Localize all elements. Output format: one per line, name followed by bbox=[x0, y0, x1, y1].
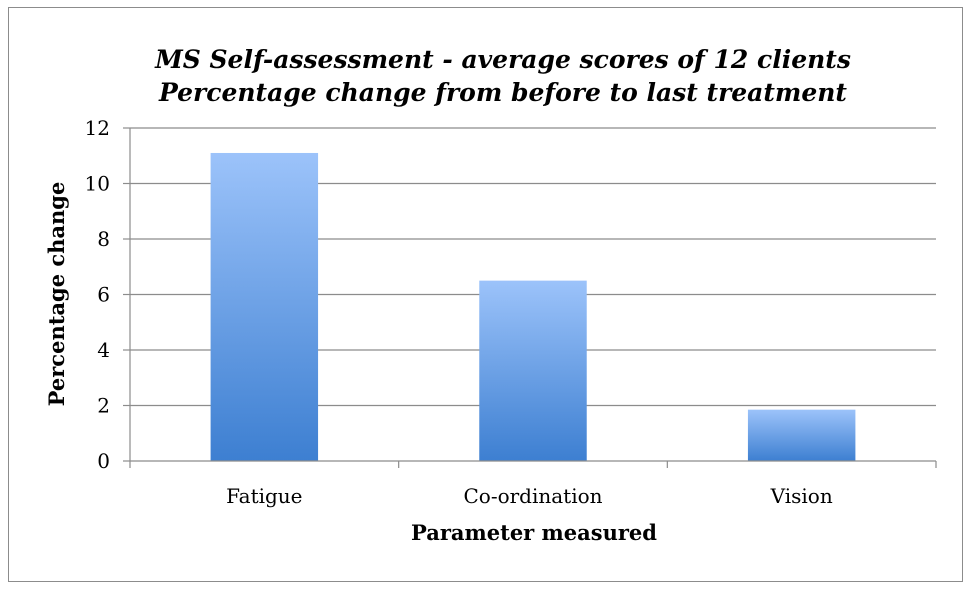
axes bbox=[123, 127, 937, 468]
chart-subtitle: Percentage change from before to last tr… bbox=[158, 78, 847, 107]
x-axis-title: Parameter measured bbox=[411, 520, 657, 545]
x-tick-label: Fatigue bbox=[226, 484, 302, 508]
y-tick-label: 6 bbox=[97, 283, 110, 307]
x-tick-label: Co-ordination bbox=[463, 484, 602, 508]
y-tick-label: 8 bbox=[97, 227, 110, 251]
bars bbox=[210, 152, 856, 461]
bar-fatigue bbox=[210, 152, 319, 461]
y-axis-title: Percentage change bbox=[44, 182, 69, 407]
bar-co-ordination bbox=[479, 280, 587, 461]
x-tick-label: Vision bbox=[770, 484, 833, 508]
y-tick-labels: 0 2 4 6 8 10 12 bbox=[85, 116, 110, 473]
x-tick-labels: Fatigue Co-ordination Vision bbox=[226, 484, 833, 508]
chart-title: MS Self-assessment - average scores of 1… bbox=[154, 45, 851, 74]
y-tick-label: 4 bbox=[97, 338, 110, 362]
y-tick-label: 2 bbox=[97, 394, 110, 418]
bar-vision bbox=[747, 409, 856, 461]
y-tick-label: 10 bbox=[85, 172, 110, 196]
y-tick-label: 0 bbox=[97, 449, 110, 473]
y-tick-label: 12 bbox=[85, 116, 110, 140]
